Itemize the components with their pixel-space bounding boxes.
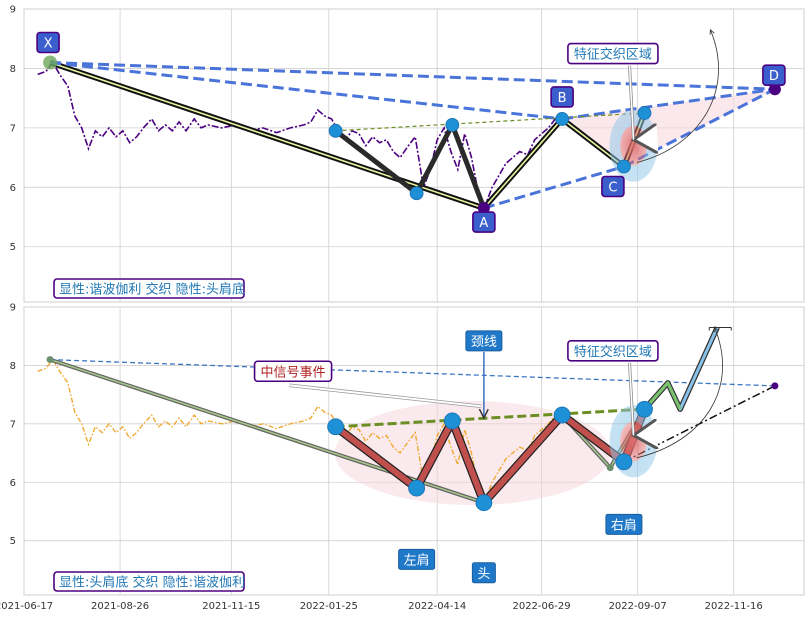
point-label-text: A — [479, 216, 488, 231]
hs-label-box — [465, 330, 503, 352]
hs-label-text: 头 — [477, 567, 490, 582]
event-annotation-text: 中信号事件 — [261, 365, 326, 380]
point-label-b — [550, 86, 574, 108]
hs-label-text: 颈线 — [471, 335, 497, 350]
x-tick-label: 2022-06-29 — [512, 601, 570, 612]
zigzag-line — [334, 122, 487, 209]
pattern-caption-box — [53, 571, 245, 592]
zone-annotation-box — [567, 340, 659, 362]
point-d-marker — [768, 83, 781, 96]
x-tick-label: 2022-01-25 — [300, 601, 358, 612]
pivot-marker — [443, 412, 461, 430]
plot-area — [23, 306, 805, 596]
zone-arrow-inner — [628, 362, 635, 436]
x-tick-label: 2021-06-17 — [0, 601, 53, 612]
point-label-x — [36, 31, 60, 54]
point-c-marker — [606, 464, 614, 472]
point-label-text: D — [769, 69, 779, 84]
zone-arrow-inner — [628, 65, 635, 140]
projection-leg — [643, 381, 682, 411]
point-label-a — [472, 211, 496, 233]
neckline — [335, 112, 645, 132]
zone-annotation-box — [567, 42, 659, 65]
target-arrow — [636, 30, 719, 163]
pivot-marker — [615, 453, 633, 471]
y-tick-label: 9 — [10, 5, 16, 16]
event-arrow-inner — [288, 384, 482, 408]
y-tick-label: 8 — [10, 64, 16, 75]
pivot-marker — [553, 406, 571, 424]
harmonic-thin-dash — [50, 358, 775, 387]
x-tick-label: 2021-11-15 — [202, 601, 260, 612]
zone-annotation-text: 特征交织区域 — [574, 344, 652, 360]
point-x-marker — [46, 356, 54, 364]
pivot-marker — [409, 186, 424, 201]
harmonic-dash-line — [49, 61, 563, 121]
point-label-text: B — [558, 91, 567, 106]
target-arrow — [636, 327, 723, 459]
point-label-text: C — [608, 180, 617, 195]
point-label-c — [601, 175, 625, 198]
point-label-d — [762, 64, 786, 87]
y-tick-label: 7 — [10, 419, 16, 430]
pivot-marker — [328, 123, 343, 138]
event-annotation-box — [253, 360, 333, 383]
pattern-caption: 显性:谐波伽利 交织 隐性:头肩底 — [59, 282, 245, 298]
zone-annotation-text: 特征交织区域 — [574, 47, 652, 63]
plot-area — [23, 8, 805, 303]
point-d-marker — [771, 382, 779, 390]
pivot-marker — [555, 112, 570, 126]
pattern-caption: 显性:头肩底 交织 隐性:谐波伽利 — [59, 575, 245, 591]
harmonic-dash-line — [561, 87, 776, 121]
hs-label-box — [471, 562, 496, 584]
x-tick-label: 2022-11-16 — [705, 601, 763, 612]
harmonic-dash-line — [50, 61, 775, 91]
y-tick-label: 5 — [10, 536, 16, 547]
hs-label-text: 左肩 — [404, 552, 430, 568]
x-tick-label: 2022-04-14 — [408, 601, 466, 612]
point-a-marker — [477, 202, 490, 215]
y-tick-label: 5 — [10, 242, 16, 253]
hs-label-box — [398, 548, 436, 570]
pivot-marker — [636, 400, 653, 418]
y-tick-label: 8 — [10, 361, 16, 372]
target-bracket — [708, 326, 732, 331]
pivot-marker — [327, 418, 345, 436]
point-x-marker — [43, 55, 58, 70]
pivot-marker — [408, 479, 426, 497]
pivot-marker — [475, 494, 493, 512]
y-tick-label: 9 — [10, 303, 16, 314]
hs-label-text: 右肩 — [611, 517, 637, 533]
pivot-marker — [445, 117, 460, 132]
x-tick-label: 2021-08-26 — [91, 601, 149, 612]
pivot-marker — [617, 159, 631, 174]
harmonic-dash-line — [623, 87, 776, 168]
harmonic-dash-line — [483, 165, 625, 210]
y-tick-label: 6 — [10, 183, 16, 194]
y-tick-label: 7 — [10, 123, 16, 134]
pattern-caption-box — [53, 278, 245, 299]
point-label-text: X — [44, 36, 53, 51]
pivot-marker — [637, 106, 652, 120]
x-tick-label: 2022-09-07 — [609, 601, 667, 612]
hs-label-box — [605, 513, 643, 535]
y-tick-label: 6 — [10, 478, 16, 489]
